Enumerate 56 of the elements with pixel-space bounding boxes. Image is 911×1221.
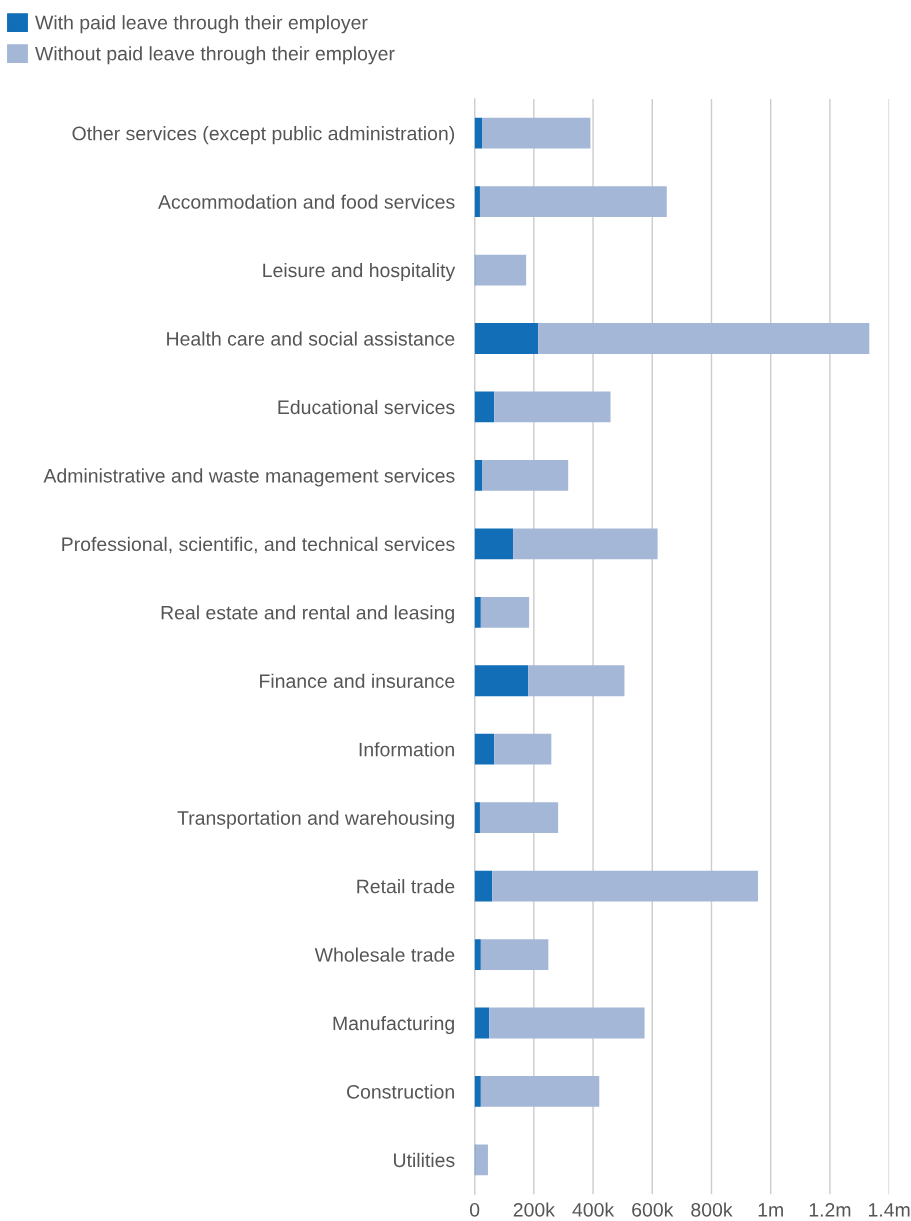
- bar: [474, 117, 483, 149]
- bar: [513, 528, 658, 560]
- bar: [475, 254, 527, 286]
- y-tick-label: Wholesale trade: [314, 947, 455, 962]
- bar: [479, 802, 559, 834]
- bar: [474, 528, 514, 560]
- bar: [474, 1076, 481, 1107]
- bar: [474, 870, 493, 902]
- bar: [474, 323, 539, 354]
- bar: [494, 391, 611, 423]
- bar: [494, 733, 552, 765]
- bar: [474, 939, 481, 970]
- y-tick-label: Construction: [347, 1084, 454, 1099]
- x-tick-label: 0: [469, 1202, 480, 1217]
- bar: [489, 1007, 645, 1039]
- bar: [479, 186, 667, 217]
- x-tick-label: 600k: [632, 1202, 674, 1217]
- bar: [480, 939, 549, 970]
- x-tick-label: 400k: [572, 1202, 615, 1217]
- y-tick-label: Information: [359, 742, 454, 757]
- y-tick-label: Retail trade: [357, 879, 455, 894]
- y-tick-label: Administrative and waste management services: [43, 468, 455, 487]
- x-tick-label: 1m: [758, 1203, 783, 1217]
- bar: [482, 117, 591, 149]
- bar: [482, 459, 569, 491]
- y-tick-label: Accommodation and food services: [158, 194, 455, 209]
- y-tick-label: Transportation and warehousing: [177, 810, 454, 829]
- y-tick-label: Finance and insurance: [260, 673, 455, 688]
- bar: [480, 1076, 600, 1107]
- x-tick-label: 200k: [513, 1202, 555, 1217]
- bar: [480, 596, 530, 628]
- bar: [474, 459, 483, 491]
- bar: [474, 802, 480, 834]
- y-tick-label: Educational services: [278, 399, 455, 415]
- legend-label: With paid leave through their employer: [35, 15, 368, 34]
- y-tick-label: Real estate and rental and leasing: [161, 605, 454, 624]
- y-tick-label: Professional, scientific, and technical services: [62, 536, 455, 554]
- y-tick-label: Other services (except public administration): [72, 126, 454, 145]
- y-tick-label: Leisure and hospitality: [263, 262, 456, 282]
- y-tick-label: Manufacturing: [333, 1015, 454, 1035]
- legend-label: Without paid leave through their employer: [35, 46, 395, 65]
- bar: [474, 733, 495, 765]
- y-tick-label: Utilities: [394, 1152, 455, 1168]
- y-tick-label: Health care and social assistance: [167, 331, 455, 346]
- x-tick-label: 800k: [691, 1202, 733, 1217]
- bar: [474, 391, 495, 423]
- bar: [474, 1007, 490, 1039]
- x-tick-label: 1.2m: [809, 1202, 851, 1217]
- bar: [474, 596, 481, 628]
- bar: [475, 1144, 488, 1176]
- bar: [474, 186, 480, 217]
- x-tick-label: 1.4m: [869, 1203, 910, 1217]
- bar: [492, 870, 758, 902]
- bar: [528, 665, 625, 697]
- bar: [538, 323, 870, 354]
- bar: [474, 665, 529, 697]
